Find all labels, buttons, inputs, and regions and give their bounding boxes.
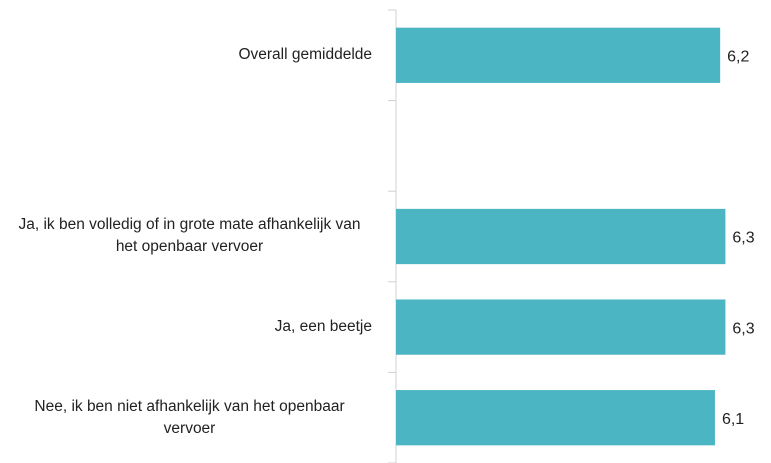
category-label-box: Ja, ik ben volledig of in grote mate afh… [0, 191, 372, 282]
category-label-box: Overall gemiddelde [0, 10, 372, 101]
bar [396, 390, 715, 446]
value-label: 6,1 [722, 411, 744, 428]
value-label: 6,3 [732, 230, 754, 247]
category-label-box: Nee, ik ben niet afhankelijk van het ope… [0, 372, 372, 463]
category-label: Nee, ik ben niet afhankelijk van het ope… [34, 397, 345, 437]
value-label: 6,2 [727, 49, 749, 66]
category-label: Ja, een beetje [274, 318, 372, 336]
bar [396, 299, 726, 355]
bar [396, 27, 721, 83]
category-label-box: Ja, een beetje [0, 282, 372, 373]
category-label: Ja, ik ben volledig of in grote mate afh… [18, 216, 361, 256]
category-label: Overall gemiddelde [238, 46, 372, 64]
bar [396, 208, 726, 265]
value-label: 6,3 [732, 320, 754, 337]
